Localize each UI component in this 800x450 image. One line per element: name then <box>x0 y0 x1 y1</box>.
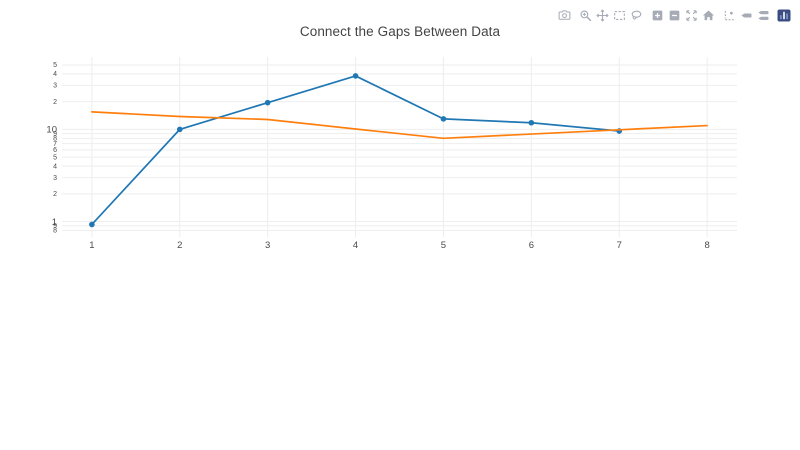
chart-title: Connect the Gaps Between Data <box>299 24 501 39</box>
series-marker-trace-0[interactable] <box>176 126 183 133</box>
download-plot-button[interactable] <box>556 7 572 24</box>
camera-icon <box>558 10 570 20</box>
box-select-icon <box>613 11 625 20</box>
zoom-in-icon <box>652 10 662 21</box>
reset-axes-button[interactable] <box>700 7 716 24</box>
tooltip-compare-icon <box>757 10 769 21</box>
y-tick-label: 2 <box>53 99 57 106</box>
y-tick-label: 6 <box>53 147 57 154</box>
magnifier-icon <box>579 10 591 22</box>
lasso-icon <box>631 10 641 20</box>
y-tick-label: 10 <box>46 125 57 136</box>
x-tick-label: 8 <box>704 240 709 251</box>
hover-closest-button[interactable] <box>738 7 754 24</box>
tooltip-icon <box>740 13 752 18</box>
x-tick-label: 7 <box>617 240 622 251</box>
y-tick-label: 4 <box>53 163 57 170</box>
modebar-group-logo <box>776 7 792 24</box>
y-tick-label: 5 <box>53 154 57 161</box>
home-icon <box>702 10 714 21</box>
spikelines-icon <box>724 10 734 21</box>
x-tick-label: 1 <box>89 240 94 251</box>
x-tick-label: 3 <box>265 240 270 251</box>
x-tick-label: 4 <box>353 240 358 251</box>
series-marker-trace-0[interactable] <box>89 221 95 228</box>
series-line-trace-1[interactable] <box>91 110 708 140</box>
hover-compare-button[interactable] <box>755 7 771 24</box>
plotly-logo-link[interactable] <box>776 7 792 24</box>
y-tick-label: 8 <box>53 136 57 143</box>
modebar <box>556 7 792 24</box>
modebar-group-zoom <box>649 7 716 24</box>
autoscale-icon <box>685 10 697 21</box>
y-tick-label: 8 <box>53 228 57 235</box>
y-tick-label: 3 <box>53 175 57 182</box>
y-tick-label: 9 <box>53 131 57 138</box>
y-tick-label: 5 <box>53 62 57 69</box>
series-marker-trace-0[interactable] <box>528 119 535 126</box>
lasso-select-button[interactable] <box>628 7 644 24</box>
series-marker-trace-0[interactable] <box>264 99 271 106</box>
series-marker-trace-0[interactable] <box>352 73 359 79</box>
toggle-spikelines-button[interactable] <box>721 7 737 24</box>
box-select-button[interactable] <box>611 7 627 24</box>
x-tick-label: 6 <box>529 240 534 251</box>
zoom-button[interactable] <box>577 7 593 24</box>
x-tick-label: 5 <box>441 240 446 251</box>
pan-button[interactable] <box>594 7 610 24</box>
y-tick-label: 4 <box>53 71 57 78</box>
modebar-group-dragmode <box>577 7 644 24</box>
y-tick-label: 2 <box>53 191 57 198</box>
x-tick-label: 2 <box>177 240 182 251</box>
y-tick-label: 7 <box>53 141 57 148</box>
zoom-in-button[interactable] <box>649 7 665 24</box>
modebar-group-hover <box>721 7 771 24</box>
series-marker-trace-0[interactable] <box>440 116 447 122</box>
zoom-out-icon <box>669 10 679 21</box>
plotly-logo-icon <box>777 9 791 22</box>
y-tick-label: 1 <box>52 217 57 228</box>
modebar-group-image <box>556 7 572 24</box>
y-tick-label: 3 <box>53 83 57 90</box>
pan-arrows-icon <box>595 9 609 22</box>
autoscale-button[interactable] <box>683 7 699 24</box>
y-tick-label: 9 <box>53 223 57 230</box>
zoom-out-button[interactable] <box>666 7 682 24</box>
